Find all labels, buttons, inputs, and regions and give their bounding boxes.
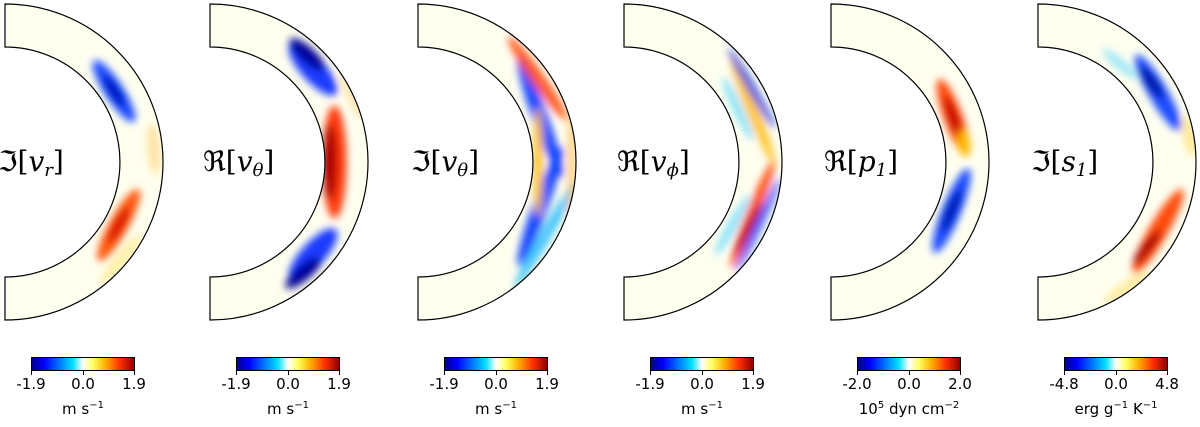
- field-feature: [507, 36, 568, 121]
- shell-plot: [4, 3, 164, 321]
- panel-label: ℑ[vr]: [0, 145, 64, 181]
- field-feature: [533, 107, 544, 217]
- colorbar-mid-label: 0.0: [690, 375, 714, 393]
- colorbar-max-label: 1.9: [327, 375, 351, 393]
- colorbar-unit: m s−1: [62, 400, 104, 418]
- colorbar-min-label: -1.9: [635, 375, 665, 393]
- colorbar-unit: 105 dyn cm−2: [858, 400, 960, 418]
- panel-p1-real: ℜ[p1] -2.0 0.0 2.0 105 dyn cm−2: [824, 0, 1026, 427]
- colorbar-min-label: -1.9: [221, 375, 251, 393]
- field-feature: [339, 71, 364, 121]
- shell-outline: [1037, 3, 1197, 321]
- colorbar: [857, 357, 961, 371]
- colorbar-unit: m s−1: [681, 400, 723, 418]
- colorbar-max-label: 2.0: [948, 375, 972, 393]
- shell-outline: [209, 3, 369, 321]
- panel-label: ℜ[p1]: [824, 145, 899, 181]
- field-feature: [714, 194, 752, 256]
- shell-plot: [417, 3, 577, 321]
- shell-fill: [831, 4, 989, 320]
- panel-s1-imag: ℑ[s1] -4.8 0.0 4.8 erg g−1 K−1: [1031, 0, 1200, 427]
- colorbar-mid-label: 0.0: [1104, 375, 1128, 393]
- field-feature: [514, 182, 576, 290]
- field-feature: [1103, 271, 1149, 305]
- shell-plot: [1037, 3, 1197, 321]
- field-feature: [722, 76, 754, 141]
- colorbar-max-label: 1.9: [535, 375, 559, 393]
- colorbar-max-label: 1.9: [741, 375, 765, 393]
- field-feature: [107, 207, 130, 244]
- shell-plot: [623, 3, 783, 321]
- field-feature: [1133, 229, 1162, 265]
- field-feature: [728, 48, 775, 129]
- panel-label: ℑ[s1]: [1031, 145, 1099, 181]
- field-feature: [285, 257, 322, 289]
- colorbar: [236, 357, 340, 371]
- colorbar-min-label: -1.9: [16, 375, 46, 393]
- field-feature: [103, 75, 125, 107]
- colorbar-min-label: -2.0: [842, 375, 872, 393]
- shell-outline: [623, 3, 783, 321]
- field-feature: [941, 189, 962, 232]
- colorbar-unit: m s−1: [267, 400, 309, 418]
- colorbar-mid-label: 0.0: [897, 375, 921, 393]
- shell-outline: [830, 3, 990, 321]
- colorbar-unit: m s−1: [475, 400, 517, 418]
- panel-vphi-real: ℜ[vϕ] -1.9 0.0 1.9 m s−1: [617, 0, 819, 427]
- field-feature: [1102, 49, 1138, 79]
- colorbar-max-label: 1.9: [122, 375, 146, 393]
- shell-plot: [830, 3, 990, 321]
- colorbar: [650, 357, 754, 371]
- colorbar-mid-label: 0.0: [484, 375, 508, 393]
- field-feature: [100, 234, 143, 285]
- field-feature: [289, 37, 325, 71]
- colorbar-unit: erg g−1 K−1: [1074, 400, 1158, 418]
- field-feature: [1139, 66, 1164, 99]
- shell-outline: [4, 3, 164, 321]
- colorbar: [1064, 357, 1168, 371]
- colorbar-min-label: -4.8: [1049, 375, 1079, 393]
- colorbar-min-label: -1.9: [429, 375, 459, 393]
- shell-plot: [209, 3, 369, 321]
- shell-outline: [417, 3, 577, 321]
- colorbar-mid-label: 0.0: [276, 375, 300, 393]
- panel-label: ℑ[vθ]: [411, 145, 480, 181]
- colorbar-mid-label: 0.0: [71, 375, 95, 393]
- colorbar: [31, 357, 135, 371]
- field-feature: [736, 177, 781, 272]
- field-feature: [323, 124, 338, 200]
- panel-label: ℜ[vϕ]: [617, 145, 690, 181]
- shell-fill: [5, 4, 163, 320]
- field-feature: [957, 129, 971, 158]
- panel-vtheta-real: ℜ[vθ] -1.9 0.0 1.9 m s−1: [203, 0, 405, 427]
- field-feature: [730, 56, 776, 164]
- colorbar: [444, 357, 548, 371]
- panel-label: ℜ[vθ]: [203, 145, 275, 181]
- panel-vtheta-imag: ℑ[vθ] -1.9 0.0 1.9 m s−1: [411, 0, 613, 427]
- panel-vr-imag: ℑ[vr] -1.9 0.0 1.9 m s−1: [0, 0, 200, 427]
- field-feature: [944, 96, 963, 139]
- field-feature: [147, 122, 161, 175]
- field-feature: [734, 202, 763, 255]
- field-feature: [567, 81, 576, 243]
- colorbar-max-label: 4.8: [1155, 375, 1179, 393]
